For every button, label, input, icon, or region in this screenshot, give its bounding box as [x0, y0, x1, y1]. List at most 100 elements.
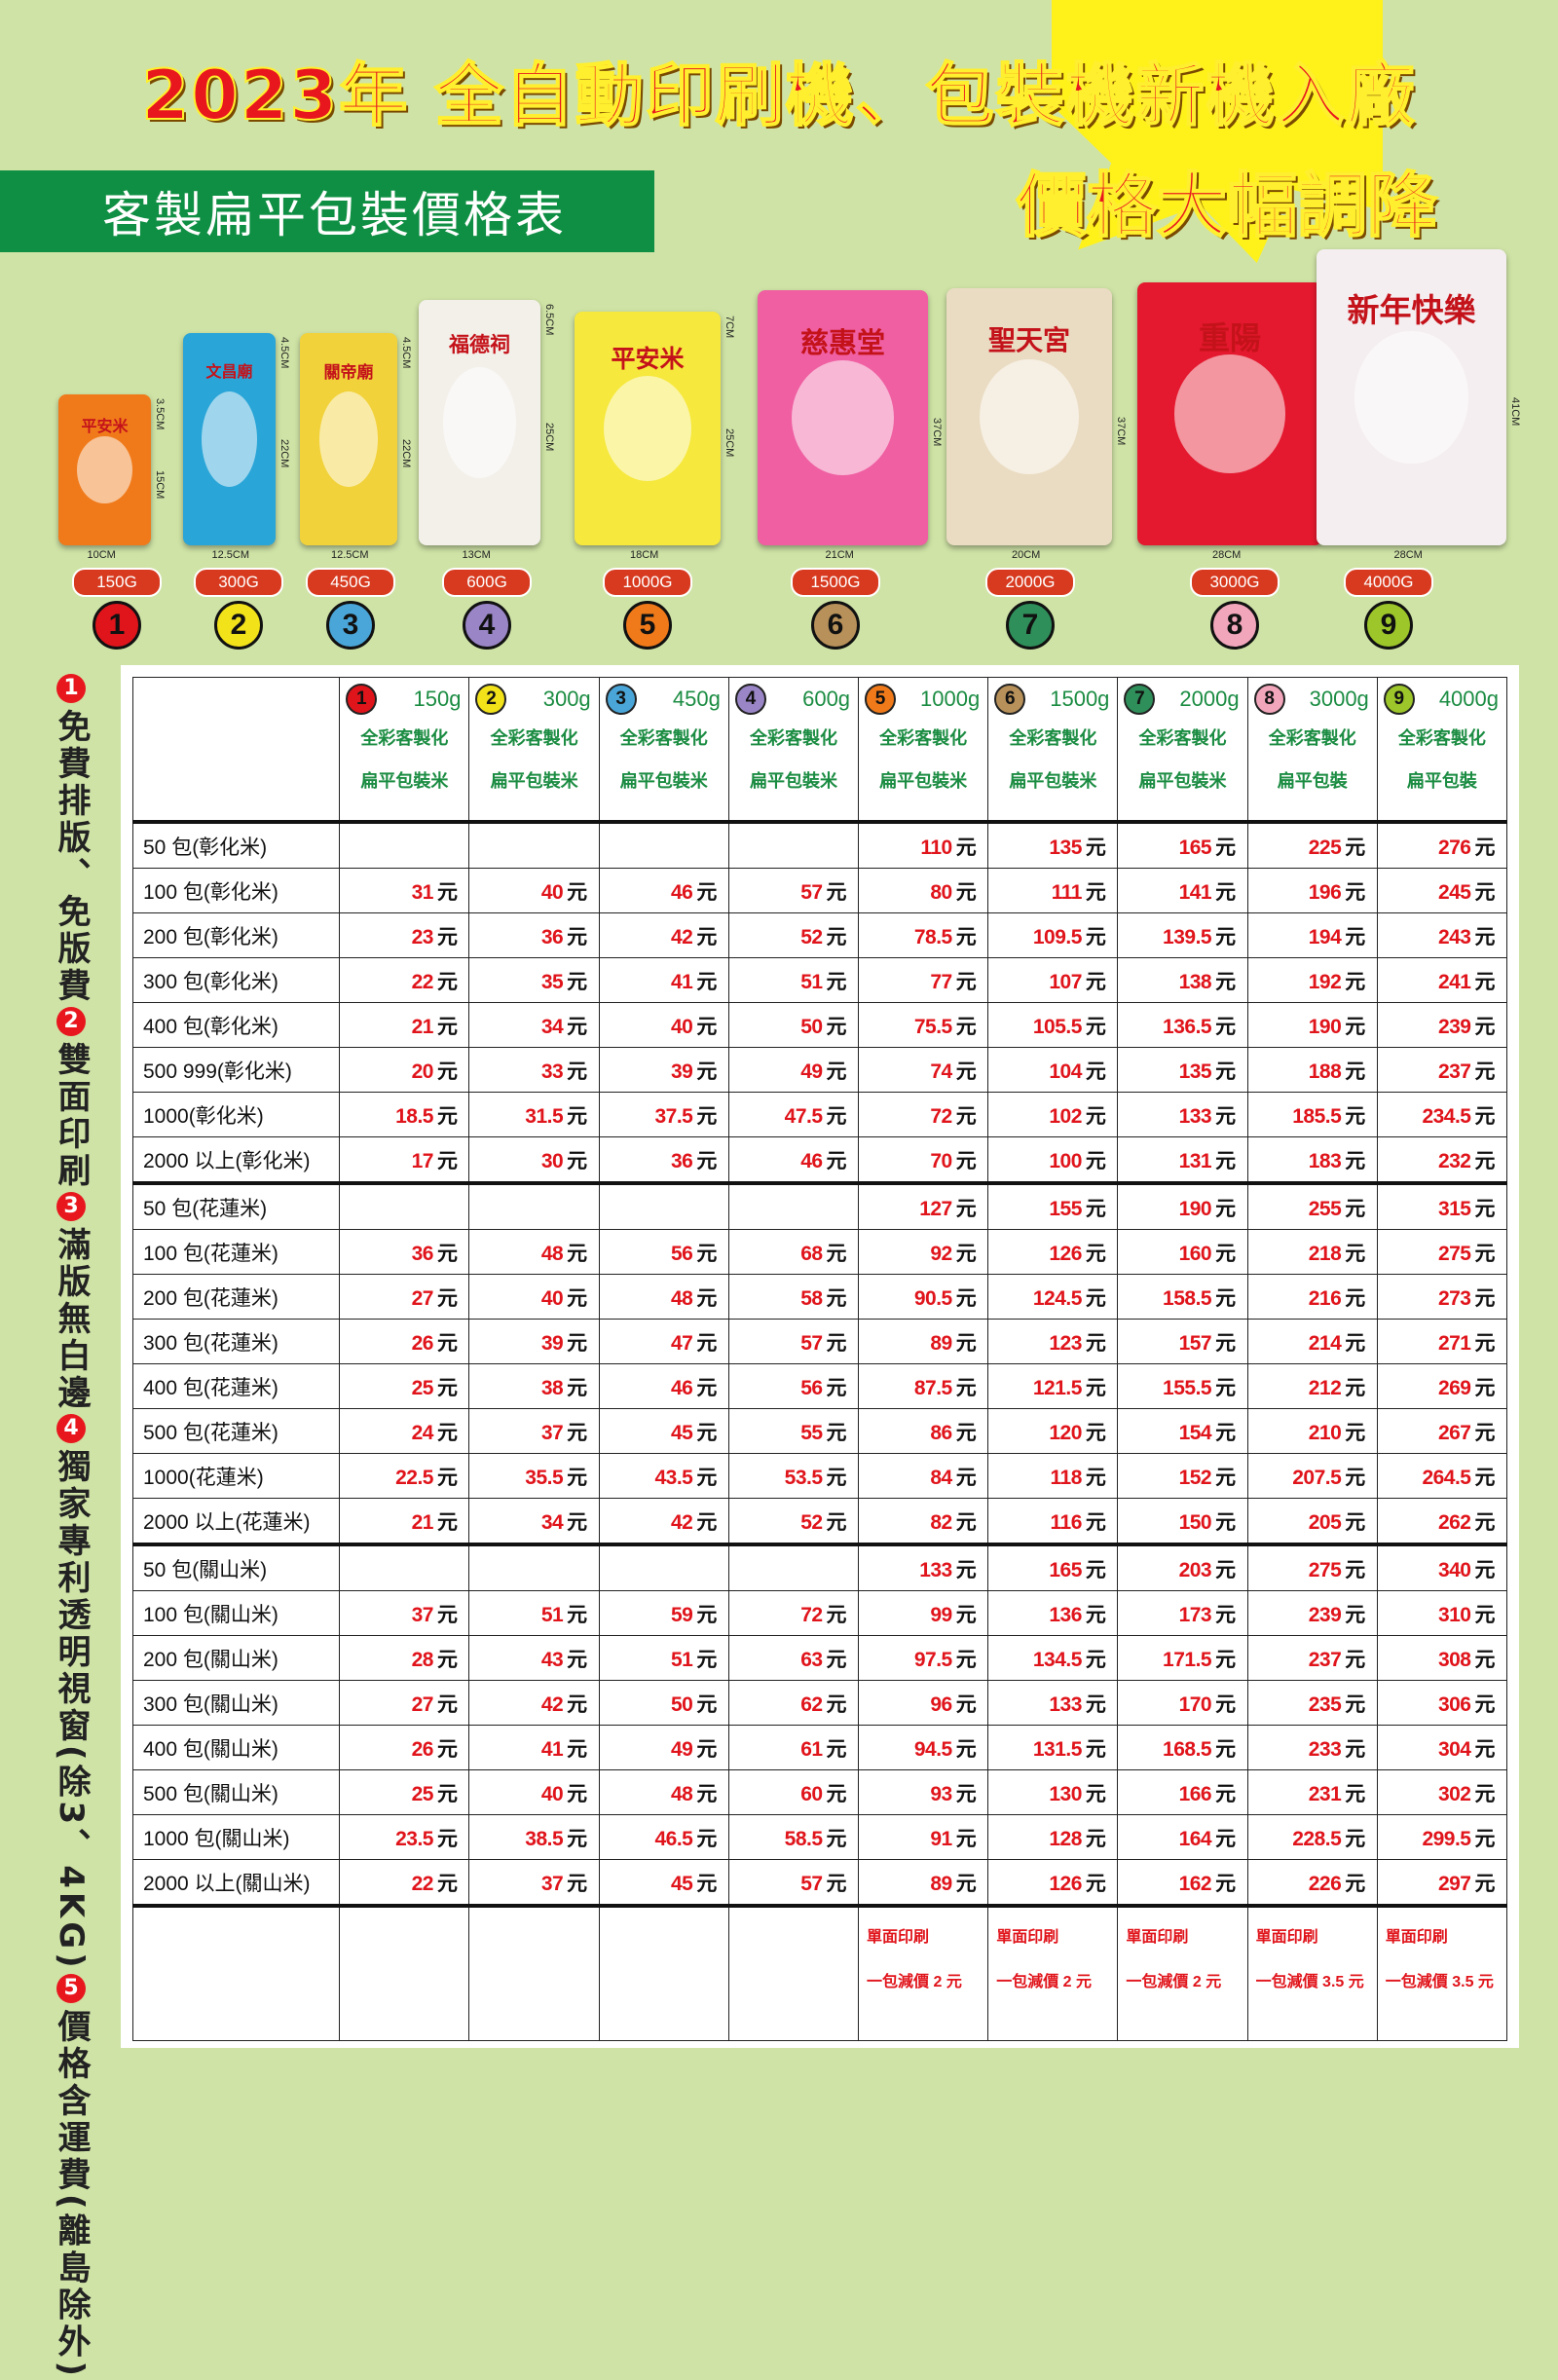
price-cell: 297 元 — [1376, 1859, 1508, 1907]
price-value: 271 — [1437, 1331, 1471, 1355]
column-header: 4 600g 全彩客製化 扁平包裝米 — [727, 677, 860, 823]
price-unit: 元 — [826, 1104, 847, 1128]
column-weight: 4000g — [1438, 687, 1499, 711]
mascot-illustration — [202, 390, 257, 488]
table-row: 1000(彰化米) 18.5 元 31.5 元 37.5 元 47.5 元 72 元 102 元 133 元… — [131, 1092, 1508, 1137]
price-value: 36 — [540, 925, 564, 948]
price-value: 275 — [1308, 1558, 1342, 1581]
price-cell: 239 元 — [1246, 1590, 1378, 1636]
price-value: 75.5 — [913, 1015, 952, 1038]
row-label: 50 包(花蓮米) — [131, 1181, 341, 1230]
column-number-circle: 8 — [1253, 684, 1285, 715]
price-cell: 59 元 — [598, 1590, 729, 1636]
price-cell: 214 元 — [1246, 1319, 1378, 1364]
price-cell: 51 元 — [727, 957, 860, 1003]
price-value: 168.5 — [1163, 1737, 1212, 1761]
price-cell: 50 元 — [598, 1680, 729, 1726]
price-cell: 93 元 — [858, 1769, 989, 1815]
note-line: 單面印刷 — [1385, 1929, 1448, 1946]
price-value: 136 — [1049, 1603, 1082, 1626]
price-cell: 56 元 — [598, 1229, 729, 1275]
price-cell: 46 元 — [727, 1136, 860, 1184]
price-cell: 72 元 — [727, 1590, 860, 1636]
price-value: 59 — [671, 1603, 693, 1626]
price-unit: 元 — [1345, 1782, 1365, 1805]
price-value: 84 — [930, 1466, 952, 1489]
height-dim: 22CM — [278, 439, 290, 468]
price-value: 30 — [540, 1149, 564, 1172]
price-unit: 元 — [1085, 1376, 1106, 1399]
price-cell: 40 元 — [468, 868, 600, 913]
price-cell: 255 元 — [1246, 1181, 1378, 1230]
note-cell: 單面印刷 一包減價 3.5 元 — [1246, 1904, 1378, 2041]
price-unit: 元 — [696, 1331, 717, 1355]
price-cell: 22.5 元 — [339, 1453, 470, 1499]
price-cell: 275 元 — [1376, 1229, 1508, 1275]
price-value: 41 — [540, 1737, 564, 1761]
width-dim: 28CM — [1393, 549, 1423, 561]
price-unit: 元 — [1474, 1692, 1496, 1716]
price-cell: 28 元 — [339, 1635, 470, 1681]
note-cell — [598, 1904, 729, 2041]
price-unit: 元 — [567, 1872, 587, 1895]
price-cell: 245 元 — [1376, 868, 1508, 913]
price-unit: 元 — [1345, 880, 1365, 904]
column-header-top: 8 3000g — [1248, 678, 1377, 717]
price-table: 1 150g 全彩客製化 扁平包裝米 2 300g 全彩客製化 扁平包裝米 3 450g 全彩客製化… — [131, 677, 1508, 2041]
price-cell: 168.5 元 — [1117, 1725, 1248, 1770]
product-bag-7: 聖天宮 — [946, 288, 1112, 545]
price-unit: 元 — [1215, 1737, 1236, 1761]
price-unit: 元 — [826, 1872, 847, 1895]
price-value: 100 — [1049, 1149, 1082, 1172]
price-value: 264.5 — [1422, 1466, 1471, 1489]
column-desc-line2: 扁平包裝 — [1277, 771, 1348, 791]
price-unit: 元 — [567, 1104, 587, 1128]
note-line: 一包減價 2 元 — [1126, 1974, 1222, 1990]
row-label: 100 包(關山米) — [131, 1590, 341, 1636]
note-line: 單面印刷 — [996, 1929, 1059, 1946]
price-value: 27 — [411, 1692, 434, 1716]
price-cell: 210 元 — [1246, 1408, 1378, 1454]
price-unit: 元 — [1085, 1197, 1106, 1220]
column-number-circle: 9 — [1383, 684, 1415, 715]
price-cell: 30 元 — [468, 1136, 600, 1184]
price-cell: 49 元 — [598, 1725, 729, 1770]
price-cell: 165 元 — [987, 1543, 1119, 1591]
column-number-circle: 2 — [475, 684, 507, 715]
price-cell: 134.5 元 — [987, 1635, 1119, 1681]
price-unit: 元 — [1474, 1737, 1496, 1761]
width-dim: 28CM — [1212, 549, 1242, 561]
product-number-circle: 4 — [463, 601, 511, 650]
price-value: 48 — [540, 1242, 564, 1265]
price-unit: 元 — [1474, 1510, 1496, 1534]
price-unit: 元 — [1215, 1466, 1236, 1489]
price-unit: 元 — [955, 1331, 977, 1355]
row-label: 1000(彰化米) — [131, 1092, 341, 1137]
price-unit: 元 — [1345, 1376, 1365, 1399]
column-desc-line1: 全彩客製化 — [749, 728, 837, 748]
price-unit: 元 — [436, 1242, 458, 1265]
price-value: 166 — [1178, 1782, 1212, 1805]
height-dim: 15CM — [154, 469, 166, 499]
price-unit: 元 — [1085, 1692, 1106, 1716]
table-row: 400 包(彰化米) 21 元 34 元 40 元 50 元 75.5 元 105.5 元 136.5 元 1… — [131, 1002, 1508, 1048]
price-cell: 31 元 — [339, 868, 470, 913]
price-value: 123 — [1049, 1331, 1082, 1355]
price-value: 55 — [800, 1421, 823, 1444]
price-cell: 190 元 — [1117, 1181, 1248, 1230]
price-unit: 元 — [955, 1376, 977, 1399]
price-value: 45 — [671, 1421, 693, 1444]
column-weight: 3000g — [1309, 687, 1369, 711]
price-value: 87.5 — [913, 1376, 952, 1399]
column-weight: 2000g — [1179, 687, 1240, 711]
price-cell: 310 元 — [1376, 1590, 1508, 1636]
price-value: 218 — [1308, 1242, 1342, 1265]
price-unit: 元 — [436, 1737, 458, 1761]
price-unit: 元 — [696, 1782, 717, 1805]
row-label: 500 999(彰化米) — [131, 1047, 341, 1093]
price-unit: 元 — [436, 1060, 458, 1083]
price-unit: 元 — [696, 1376, 717, 1399]
column-header: 3 450g 全彩客製化 扁平包裝米 — [598, 677, 729, 823]
weight-badge: 450G — [306, 568, 395, 597]
row-label: 500 包(關山米) — [131, 1769, 341, 1815]
